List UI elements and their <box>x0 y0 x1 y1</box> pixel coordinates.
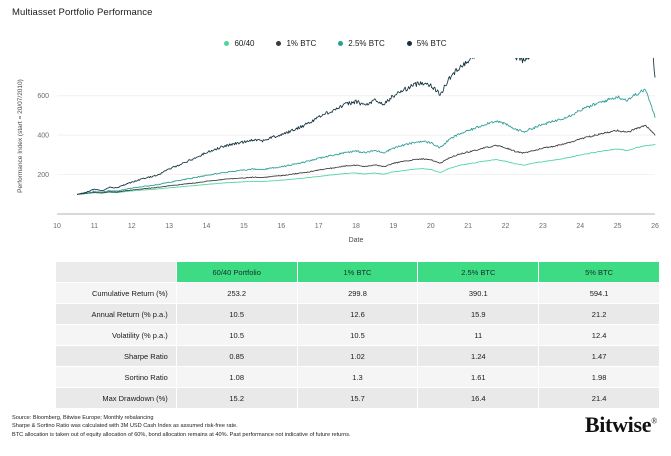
x-tick-label: 24 <box>576 223 584 230</box>
table-cell: 12.6 <box>296 303 419 325</box>
x-tick-label: 16 <box>277 223 285 230</box>
table-col-header-6040: 60/40 Portfolio <box>175 261 298 283</box>
page-title: Multiasset Portfolio Performance <box>12 7 153 18</box>
table-col-header-5pct-btc: 5% BTC <box>538 261 660 283</box>
footnote-ratio-method: Sharpe & Sortino Ratio was calculated wi… <box>12 423 238 430</box>
chart-legend: 60/40 1% BTC 2.5% BTC 5% BTC <box>0 39 671 48</box>
table-row: Cumulative Return (%) 253.2 299.8 390.1 594.… <box>55 282 660 304</box>
table-header-row: 60/40 Portfolio 1% BTC 2.5% BTC 5% BTC <box>55 261 660 283</box>
table-body: Cumulative Return (%) 253.2 299.8 390.1 594.… <box>55 282 660 409</box>
table-cell: 1.47 <box>538 345 660 367</box>
x-tick-label: 21 <box>464 223 472 230</box>
table-row-label: Sortino Ratio <box>55 366 177 388</box>
table-cell: 10.5 <box>175 324 298 346</box>
x-tick-label: 18 <box>352 223 360 230</box>
table-col-header-2p5pct-btc: 2.5% BTC <box>417 261 540 283</box>
legend-swatch-5pct-btc <box>406 41 412 46</box>
performance-line-chart: 200 400 600 10 11 12 13 14 15 16 17 18 19 20 21 22 23 24… <box>0 58 671 248</box>
table-row-label: Cumulative Return (%) <box>55 282 177 304</box>
table-row: Annual Return (% p.a.) 10.5 12.6 15.9 21.2 <box>55 303 660 325</box>
table-row-label: Volatility (% p.a.) <box>55 324 177 346</box>
table-cell: 10.5 <box>296 324 419 346</box>
footnote-source: Source: Bloomberg, Bitwise Europe; Month… <box>12 415 154 421</box>
x-tick-label: 13 <box>165 223 173 230</box>
table-row-label: Max Drawdown (%) <box>55 387 177 409</box>
chart-series-line-5-btc <box>77 58 656 195</box>
table-cell: 21.2 <box>538 303 660 325</box>
x-tick-label: 22 <box>502 223 510 230</box>
chart-series-group <box>77 58 656 195</box>
legend-label-2p5pct-btc: 2.5% BTC <box>348 39 385 48</box>
x-tick-label: 19 <box>389 223 397 230</box>
chart-series-line-1-btc <box>77 124 656 195</box>
table-cell: 1.3 <box>296 366 419 388</box>
x-tick-label: 12 <box>128 223 136 230</box>
table-cell: 1.98 <box>538 366 660 388</box>
table-row: Volatility (% p.a.) 10.5 10.5 11 12.4 <box>55 324 660 346</box>
x-tick-label: 14 <box>203 223 211 230</box>
table-cell: 0.85 <box>175 345 298 367</box>
table-cell: 1.02 <box>296 345 419 367</box>
table-cell: 15.9 <box>417 303 540 325</box>
legend-label-6040: 60/40 <box>234 39 255 48</box>
y-axis-title: Performance Index (start = 20/07/2010) <box>17 79 24 193</box>
table-cell: 253.2 <box>175 282 298 304</box>
x-tick-label: 20 <box>427 223 435 230</box>
table-row-label: Annual Return (% p.a.) <box>55 303 177 325</box>
chart-x-tick-labels: 10 11 12 13 14 15 16 17 18 19 20 21 22 23 24 25 26 <box>53 223 659 230</box>
y-tick-label: 200 <box>37 172 49 179</box>
x-tick-label: 11 <box>91 223 98 230</box>
legend-item-2p5pct-btc[interactable]: 2.5% BTC <box>338 39 385 48</box>
table-cell: 1.08 <box>175 366 298 388</box>
footnote-allocation: BTC allocation is taken out of equity al… <box>12 431 351 438</box>
table-cell: 390.1 <box>417 282 540 304</box>
table-corner-cell <box>55 261 177 283</box>
x-tick-label: 15 <box>240 223 248 230</box>
legend-item-5pct-btc[interactable]: 5% BTC <box>406 39 447 48</box>
table-row: Sharpe Ratio 0.85 1.02 1.24 1.47 <box>55 345 660 367</box>
table-cell: 15.7 <box>296 387 419 409</box>
table-row: Sortino Ratio 1.08 1.3 1.61 1.98 <box>55 366 660 388</box>
table-cell: 594.1 <box>538 282 660 304</box>
x-tick-label: 25 <box>614 223 622 230</box>
performance-metrics-table: 60/40 Portfolio 1% BTC 2.5% BTC 5% BTC C… <box>55 261 660 409</box>
legend-item-6040[interactable]: 60/40 <box>224 39 254 48</box>
legend-label-5pct-btc: 5% BTC <box>416 39 447 48</box>
legend-swatch-1pct-btc <box>276 41 282 46</box>
table-cell: 1.61 <box>417 366 540 388</box>
table-cell: 15.2 <box>175 387 298 409</box>
chart-series-line-60-40 <box>77 143 656 195</box>
x-tick-label: 26 <box>651 223 659 230</box>
y-tick-label: 400 <box>37 133 49 140</box>
table-col-header-1pct-btc: 1% BTC <box>296 261 419 283</box>
chart-gridlines <box>57 95 655 175</box>
registered-mark-icon: ® <box>651 416 657 426</box>
table-row: Max Drawdown (%) 15.2 15.7 16.4 21.4 <box>55 387 660 409</box>
legend-swatch-2p5pct-btc <box>338 41 344 46</box>
table-header: 60/40 Portfolio 1% BTC 2.5% BTC 5% BTC <box>55 261 660 283</box>
x-axis-title: Date <box>349 237 364 244</box>
table-cell: 1.24 <box>417 345 540 367</box>
chart-series-line-2-5-btc <box>77 88 656 195</box>
legend-swatch-6040 <box>224 41 230 46</box>
chart-y-tick-labels: 200 400 600 <box>37 93 49 179</box>
table-row-label: Sharpe Ratio <box>55 345 177 367</box>
table-cell: 16.4 <box>417 387 540 409</box>
table-cell: 10.5 <box>175 303 298 325</box>
footnotes: Source: Bloomberg, Bitwise Europe; Month… <box>12 414 351 439</box>
table-cell: 11 <box>417 324 540 346</box>
table-cell: 12.4 <box>538 324 660 346</box>
x-tick-label: 17 <box>315 223 323 230</box>
legend-item-1pct-btc[interactable]: 1% BTC <box>276 39 316 48</box>
x-tick-label: 23 <box>539 223 547 230</box>
legend-label-1pct-btc: 1% BTC <box>286 39 317 48</box>
table-cell: 299.8 <box>296 282 419 304</box>
chart-svg: 200 400 600 10 11 12 13 14 15 16 17 18 19 20 21 22 23 24… <box>17 58 659 244</box>
bitwise-logo: Bitwise® <box>585 412 657 438</box>
brand-name: Bitwise <box>584 412 652 437</box>
table-cell: 21.4 <box>538 387 660 409</box>
y-tick-label: 600 <box>37 93 49 100</box>
x-tick-label: 10 <box>53 223 61 230</box>
